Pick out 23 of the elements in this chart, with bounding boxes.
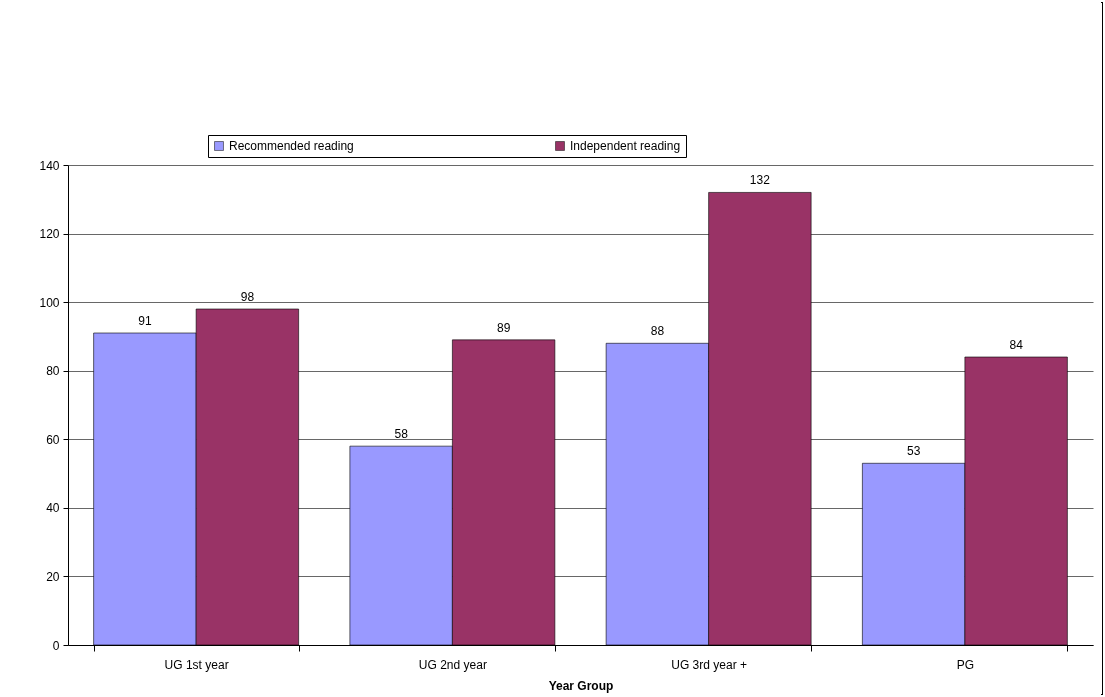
legend-label: Recommended reading <box>229 139 354 153</box>
data-label: 132 <box>749 173 771 188</box>
y-tick-label: 20 <box>46 569 60 584</box>
x-axis-title: Year Group <box>548 678 614 693</box>
y-tick-label: 120 <box>39 227 60 242</box>
x-tick-label: UG 1st year <box>164 657 229 672</box>
y-tick-label: 60 <box>46 432 60 447</box>
data-label: 98 <box>240 290 255 304</box>
data-label: 91 <box>138 314 152 328</box>
y-tick-label: 100 <box>39 295 60 310</box>
data-label: 58 <box>394 427 409 442</box>
x-tick-label: UG 2nd year <box>418 657 487 672</box>
legend-label: Independent reading <box>570 139 681 153</box>
x-tick-label: PG <box>956 657 975 672</box>
data-label: 53 <box>906 444 921 459</box>
data-label: 88 <box>650 324 665 339</box>
data-label: 84 <box>1009 338 1024 352</box>
y-tick-label: 140 <box>39 158 60 173</box>
y-tick-label: 40 <box>46 501 60 516</box>
data-label: 89 <box>496 320 511 335</box>
y-tick-label: 0 <box>52 638 60 653</box>
x-tick-label: UG 3rd year + <box>671 657 747 672</box>
y-tick-label: 80 <box>46 364 60 379</box>
